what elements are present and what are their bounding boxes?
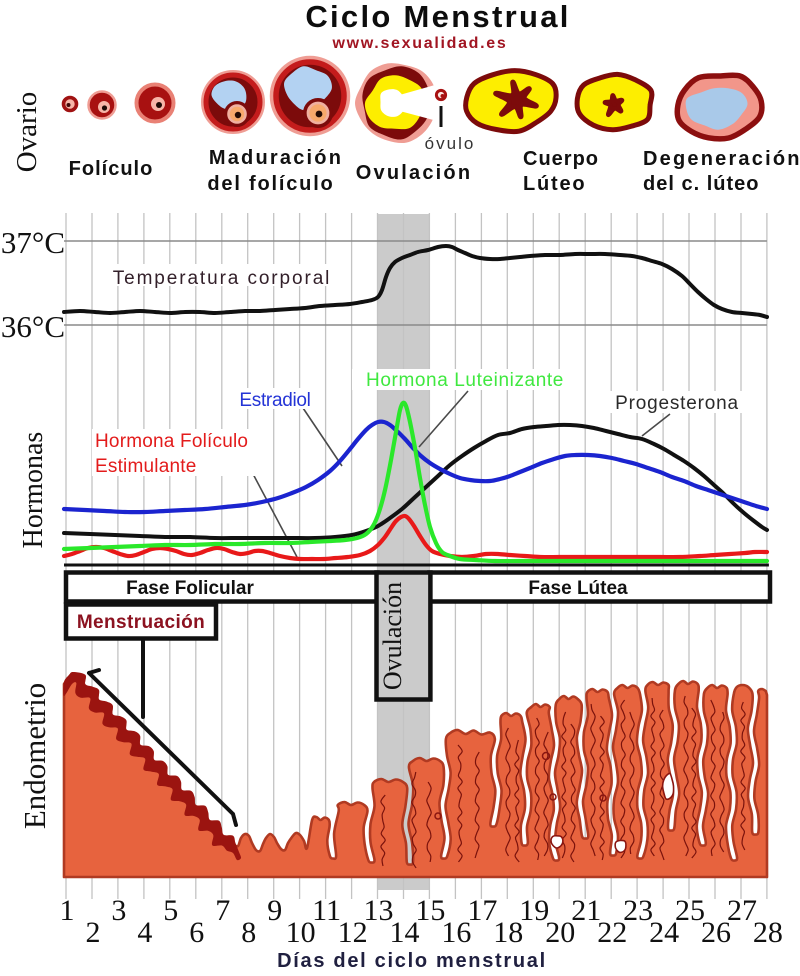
svg-text:19: 19 <box>519 894 549 927</box>
svg-text:del c. lúteo: del c. lúteo <box>643 173 759 195</box>
svg-text:2: 2 <box>86 916 101 949</box>
svg-text:óvulo: óvulo <box>425 134 476 153</box>
svg-text:Hormona Folículo: Hormona Folículo <box>95 431 248 452</box>
svg-text:20: 20 <box>545 916 575 949</box>
svg-text:37°C: 37°C <box>1 225 65 260</box>
svg-text:Cuerpo: Cuerpo <box>523 148 599 170</box>
svg-text:13: 13 <box>364 894 394 927</box>
svg-text:Maduración: Maduración <box>209 147 343 169</box>
svg-text:Hormonas: Hormonas <box>18 432 49 549</box>
svg-text:1: 1 <box>60 894 75 927</box>
svg-text:del folículo: del folículo <box>207 173 334 195</box>
svg-text:12: 12 <box>338 916 368 949</box>
svg-text:28: 28 <box>753 916 783 949</box>
svg-text:27: 27 <box>727 894 757 927</box>
svg-text:17: 17 <box>467 894 497 927</box>
svg-text:Hormona Luteinizante: Hormona Luteinizante <box>366 370 564 391</box>
svg-text:24: 24 <box>649 916 679 949</box>
svg-text:10: 10 <box>286 916 316 949</box>
svg-text:11: 11 <box>312 894 341 927</box>
svg-text:16: 16 <box>441 916 471 949</box>
svg-text:25: 25 <box>675 894 705 927</box>
svg-text:22: 22 <box>597 916 627 949</box>
svg-text:Estradiol: Estradiol <box>239 390 310 411</box>
svg-text:26: 26 <box>701 916 731 949</box>
svg-text:15: 15 <box>415 894 445 927</box>
svg-text:Estimulante: Estimulante <box>95 456 196 477</box>
svg-text:Progesterona: Progesterona <box>615 393 739 414</box>
svg-text:Fase Folicular: Fase Folicular <box>126 578 254 599</box>
svg-text:3: 3 <box>111 894 126 927</box>
svg-text:Días del ciclo menstrual: Días del ciclo menstrual <box>277 950 547 972</box>
svg-text:Ovulación: Ovulación <box>378 582 407 690</box>
svg-text:Endometrio: Endometrio <box>17 683 52 829</box>
svg-text:7: 7 <box>215 894 230 927</box>
svg-text:5: 5 <box>163 894 178 927</box>
svg-text:Degeneración: Degeneración <box>643 148 800 170</box>
svg-text:6: 6 <box>189 916 204 949</box>
svg-text:9: 9 <box>267 894 282 927</box>
svg-text:Ovulación: Ovulación <box>356 162 473 184</box>
svg-text:8: 8 <box>241 916 256 949</box>
svg-text:14: 14 <box>390 916 420 949</box>
svg-text:Fase Lútea: Fase Lútea <box>528 578 628 599</box>
svg-text:Temperatura corporal: Temperatura corporal <box>113 268 332 289</box>
svg-text:18: 18 <box>493 916 523 949</box>
svg-text:Lúteo: Lúteo <box>523 173 586 195</box>
svg-text:4: 4 <box>137 916 152 949</box>
svg-text:36°C: 36°C <box>1 309 65 344</box>
svg-text:Menstruación: Menstruación <box>77 612 205 633</box>
svg-text:Folículo: Folículo <box>69 158 154 180</box>
svg-text:www.sexualidad.es: www.sexualidad.es <box>331 35 507 52</box>
svg-text:21: 21 <box>571 894 601 927</box>
svg-text:Ovario: Ovario <box>11 92 43 173</box>
svg-text:23: 23 <box>623 894 653 927</box>
svg-text:Ciclo Menstrual: Ciclo Menstrual <box>305 0 570 34</box>
